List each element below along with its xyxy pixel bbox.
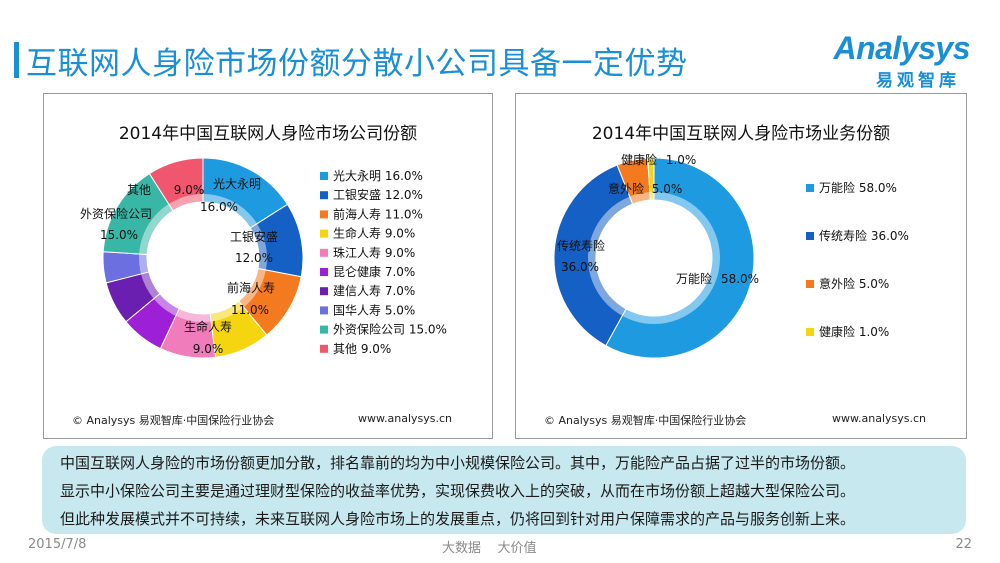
donut-inner-ring	[588, 192, 720, 324]
legend-entry: 工银安盛 12.0%	[333, 187, 423, 202]
legend-entry: 珠江人寿 9.0%	[333, 246, 415, 260]
slice-value-label: 9.0%	[193, 342, 224, 356]
legend-entry: 昆仑健康 7.0%	[333, 264, 415, 279]
legend-swatch	[806, 184, 814, 192]
summary-line: 但此种发展模式并不可持续，未来互联网人身险市场上的发展重点，仍将回到针对用户保障…	[60, 510, 856, 528]
donut-slice	[647, 157, 655, 201]
chart-site: www.analysys.cn	[832, 412, 926, 425]
slice-name-label: 意外险	[608, 181, 644, 196]
legend-entry: 万能险 58.0%	[819, 180, 897, 195]
title-accent-bar	[14, 42, 19, 78]
donut-inner-ring	[139, 194, 267, 322]
slice-value-label: 5.0%	[652, 182, 683, 196]
legend-swatch	[806, 280, 814, 288]
chart-source: © Analysys 易观智库·中国保险行业协会	[72, 414, 275, 427]
legend-swatch	[320, 344, 328, 353]
footer-date: 2015/7/8	[28, 537, 87, 552]
legend-entry: 传统寿险 36.0%	[819, 228, 909, 243]
legend-swatch	[320, 229, 328, 238]
donut-slice	[148, 157, 204, 212]
legend-swatch	[320, 268, 328, 276]
legend-swatch	[320, 191, 328, 200]
footer-page-number: 22	[955, 537, 972, 552]
slice-name-label: 前海人寿	[227, 280, 275, 295]
slice-value-label: 16.0%	[200, 200, 238, 214]
slice-value-label: 1.0%	[666, 153, 697, 167]
business-share-chart-panel: 2014年中国互联网人身险市场业务份额 万能险 58.0% 传统寿险 36.0% 意外险…	[515, 93, 967, 439]
page-title: 互联网人身险市场份额分散小公司具备一定优势	[26, 46, 688, 82]
legend-entry: 外资保险公司 15.0%	[333, 322, 447, 337]
slice-name-label: 传统寿险	[557, 238, 605, 253]
chart-title: 2014年中国互联网人身险市场业务份额	[591, 124, 891, 144]
legend-swatch	[320, 248, 328, 257]
legend-swatch	[320, 210, 328, 219]
slice-value-label: 12.0%	[235, 251, 273, 265]
legend-entry: 健康险 1.0%	[819, 324, 889, 339]
summary-line: 显示中小保险公司主要是通过理财型保险的收益率优势，实现保费收入上的突破，从而在市…	[60, 482, 856, 500]
slice-name-label: 健康险	[621, 152, 657, 167]
slice-name-label: 外资保险公司	[80, 206, 152, 221]
legend-swatch	[320, 287, 328, 296]
slice-value-label: 11.0%	[231, 303, 269, 317]
logo-wordmark: Analysys	[833, 30, 970, 66]
summary-line: 中国互联网人身险的市场份额更加分散，排名靠前的均为中小规模保险公司。其中，万能险…	[60, 454, 856, 472]
footer-slogan: 大数据 大价值	[442, 541, 537, 556]
chart-site: www.analysys.cn	[358, 412, 452, 425]
slice-value-label: 58.0%	[721, 272, 759, 286]
analysys-logo: Analysys 易观智库	[820, 22, 970, 92]
legend-entry: 意外险 5.0%	[819, 276, 889, 291]
legend-swatch	[320, 172, 328, 180]
company-share-donut-chart: 光大永明 16.0% 工银安盛 12.0% 前海人寿 11.0% 生命人寿 9.0% 外资保险公…	[80, 157, 447, 359]
chart-title: 2014年中国互联网人身险市场公司份额	[118, 124, 418, 144]
legend-swatch	[320, 325, 328, 334]
legend-entry: 建信人寿 7.0%	[333, 284, 415, 298]
chart-source: © Analysys 易观智库·中国保险行业协会	[544, 414, 747, 427]
legend-entry: 前海人寿 11.0%	[333, 206, 423, 221]
donut-slice	[553, 164, 634, 347]
legend-swatch	[806, 328, 814, 336]
legend-entry: 光大永明 16.0%	[333, 169, 423, 183]
legend-entry: 其他 9.0%	[333, 342, 391, 356]
slice-name-label: 万能险	[676, 271, 712, 286]
slice-value-label: 9.0%	[174, 183, 205, 197]
slice-name-label: 工银安盛	[230, 229, 278, 244]
slice-name-label: 光大永明	[213, 177, 261, 191]
slice-name-label: 生命人寿	[184, 319, 232, 334]
slice-value-label: 15.0%	[100, 228, 138, 242]
legend-swatch	[320, 306, 328, 315]
company-share-chart-panel: 2014年中国互联网人身险市场公司份额 光大永明 16.0% 工银安盛 12.0% 前海…	[43, 93, 493, 439]
business-share-donut-chart: 万能险 58.0% 传统寿险 36.0% 意外险 5.0% 健康险 1.0% 万能险 58.0%…	[553, 152, 909, 359]
summary-box: 中国互联网人身险的市场份额更加分散，排名靠前的均为中小规模保险公司。其中，万能险…	[42, 446, 966, 534]
donut-slice	[605, 157, 755, 359]
legend-entry: 国华人寿 5.0%	[333, 303, 415, 317]
legend-entry: 生命人寿 9.0%	[333, 226, 415, 241]
slice-name-label: 其他	[127, 183, 151, 197]
logo-subtitle: 易观智库	[876, 71, 960, 91]
legend-swatch	[806, 232, 814, 240]
slice-value-label: 36.0%	[561, 260, 599, 274]
